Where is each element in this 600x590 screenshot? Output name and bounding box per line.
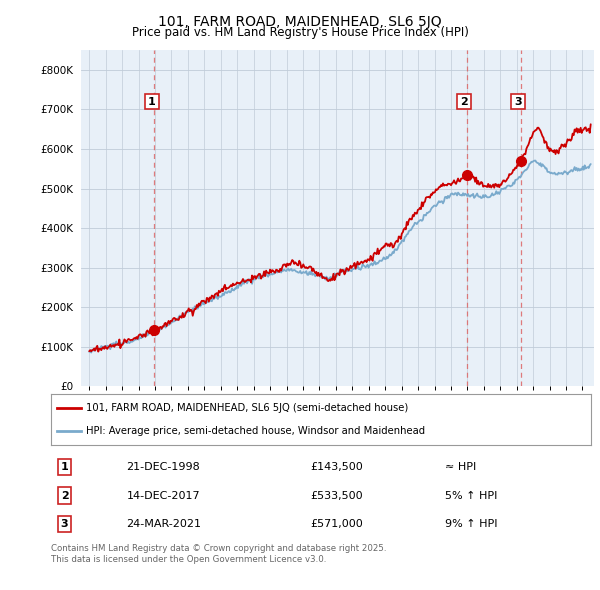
Text: 101, FARM ROAD, MAIDENHEAD, SL6 5JQ (semi-detached house): 101, FARM ROAD, MAIDENHEAD, SL6 5JQ (sem…: [86, 402, 409, 412]
Text: 14-DEC-2017: 14-DEC-2017: [127, 491, 200, 500]
Text: 2: 2: [61, 491, 68, 500]
Text: 1: 1: [61, 463, 68, 472]
Text: 2: 2: [460, 97, 468, 107]
Text: Price paid vs. HM Land Registry's House Price Index (HPI): Price paid vs. HM Land Registry's House …: [131, 26, 469, 39]
Text: 3: 3: [61, 519, 68, 529]
Text: 5% ↑ HPI: 5% ↑ HPI: [445, 491, 497, 500]
Text: 21-DEC-1998: 21-DEC-1998: [127, 463, 200, 472]
Text: 3: 3: [514, 97, 522, 107]
Text: This data is licensed under the Open Government Licence v3.0.: This data is licensed under the Open Gov…: [51, 555, 326, 563]
Text: Contains HM Land Registry data © Crown copyright and database right 2025.: Contains HM Land Registry data © Crown c…: [51, 544, 386, 553]
Text: 1: 1: [148, 97, 156, 107]
Text: £143,500: £143,500: [310, 463, 363, 472]
Text: ≈ HPI: ≈ HPI: [445, 463, 476, 472]
Text: £571,000: £571,000: [310, 519, 363, 529]
Text: £533,500: £533,500: [310, 491, 363, 500]
Text: 101, FARM ROAD, MAIDENHEAD, SL6 5JQ: 101, FARM ROAD, MAIDENHEAD, SL6 5JQ: [158, 15, 442, 29]
Text: HPI: Average price, semi-detached house, Windsor and Maidenhead: HPI: Average price, semi-detached house,…: [86, 427, 425, 437]
Text: 9% ↑ HPI: 9% ↑ HPI: [445, 519, 498, 529]
Text: 24-MAR-2021: 24-MAR-2021: [127, 519, 202, 529]
